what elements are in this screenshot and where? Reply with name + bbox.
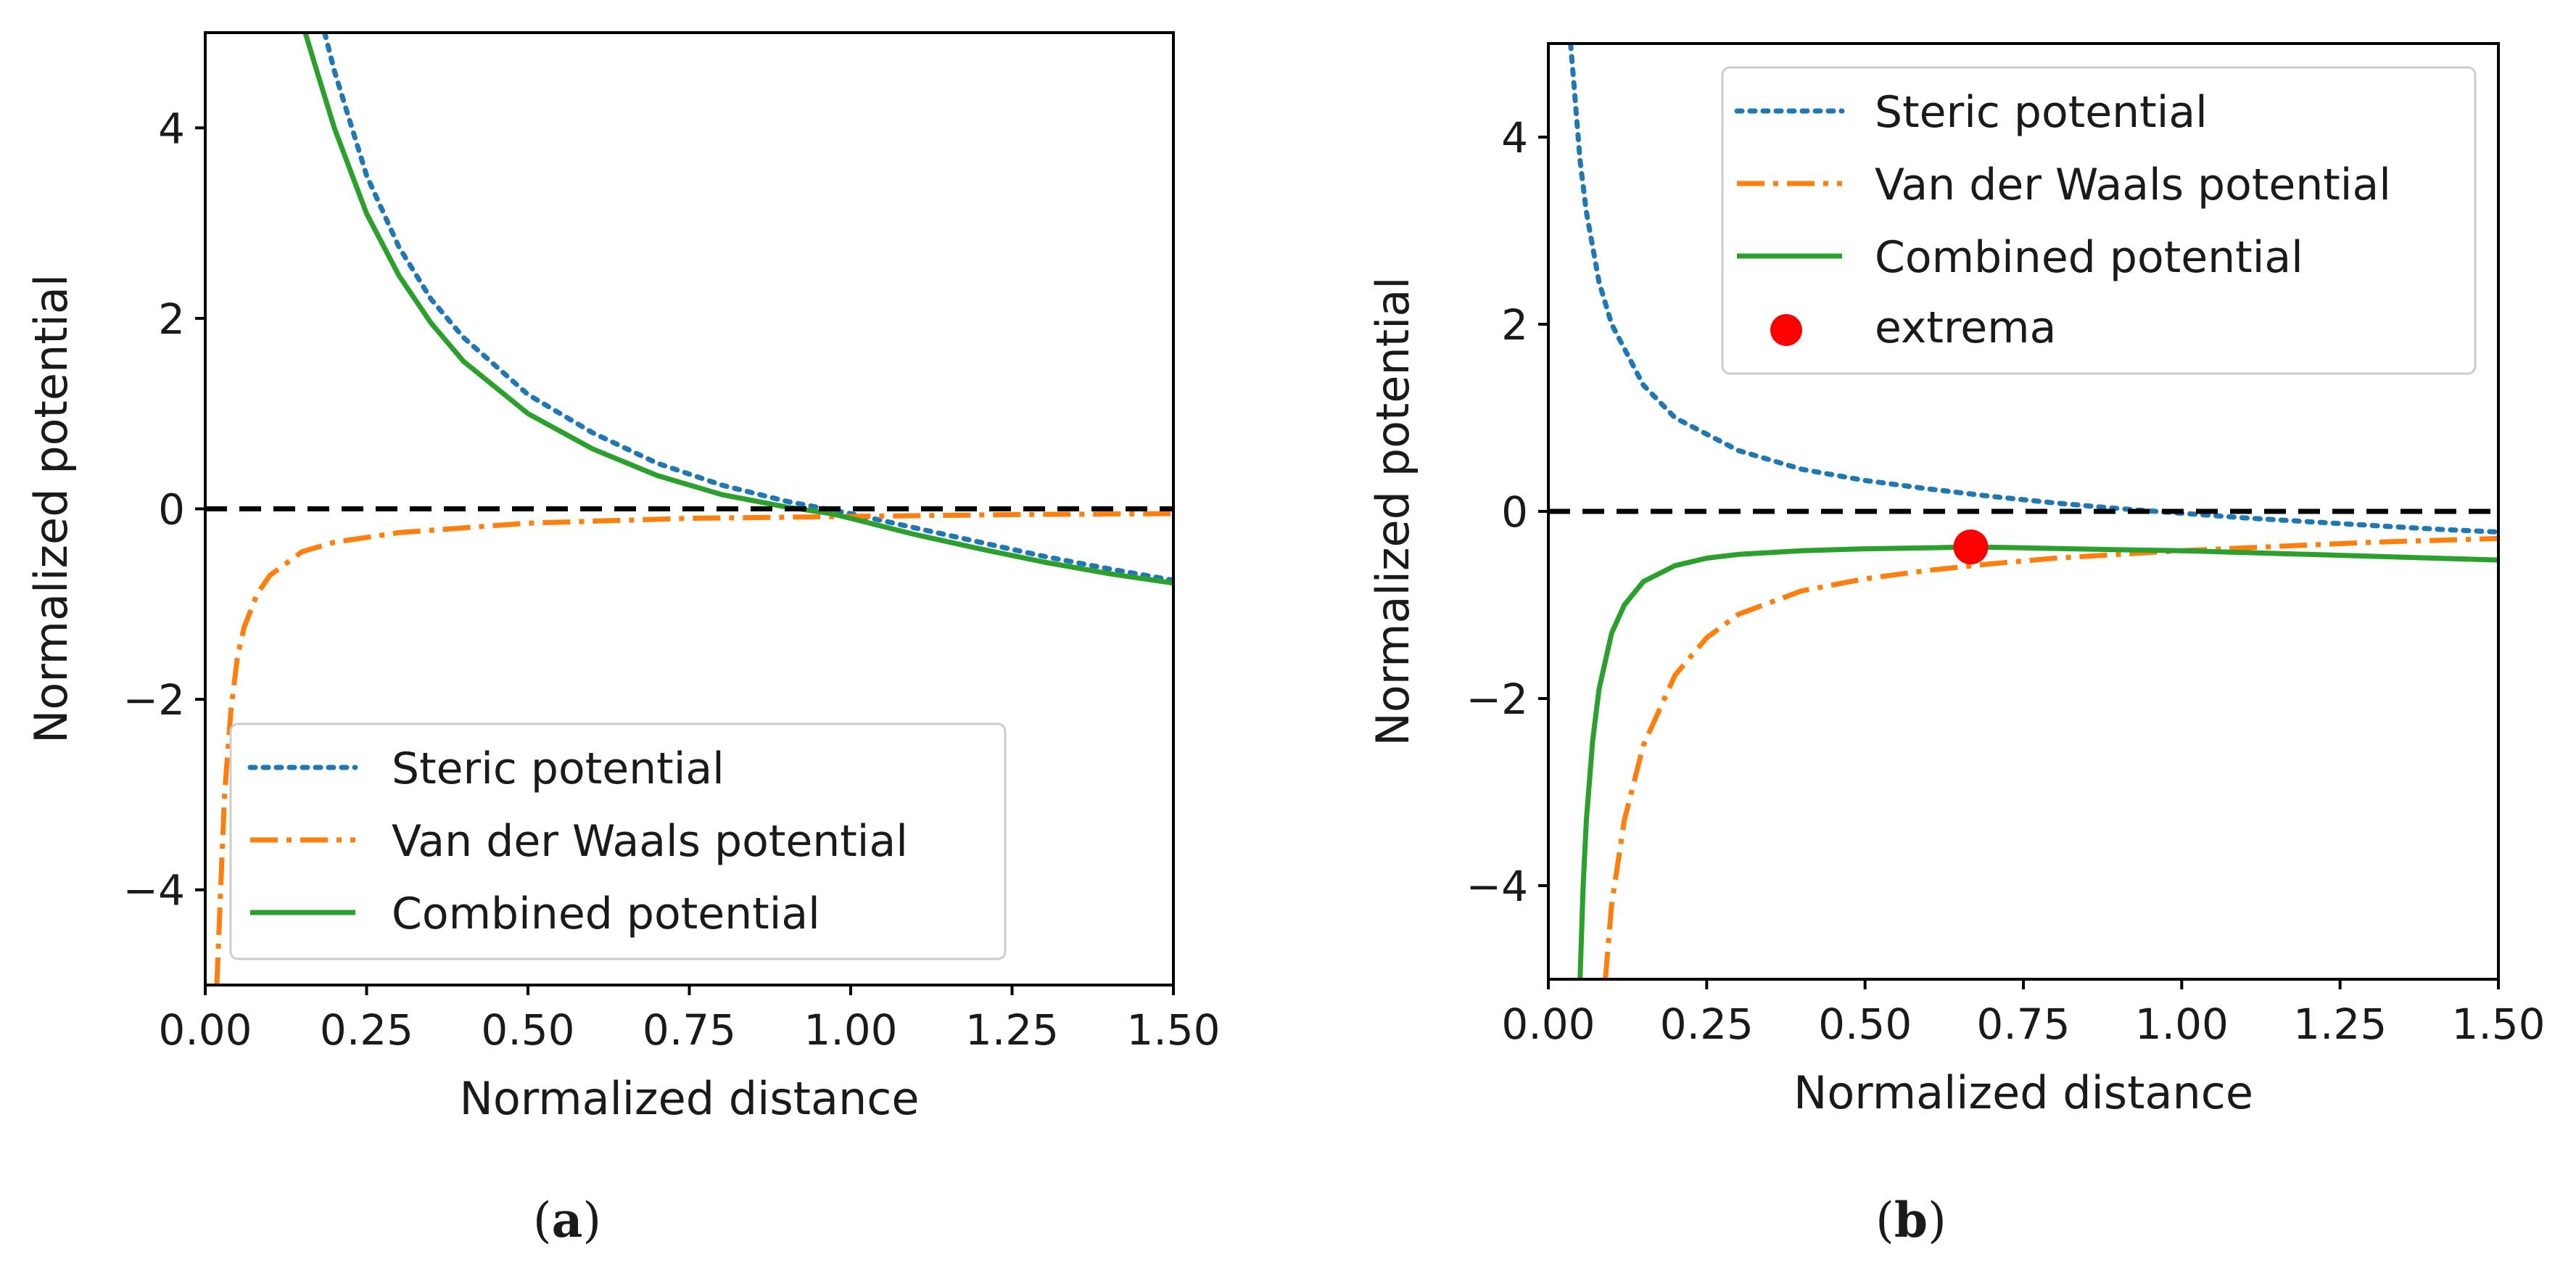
panel-a-x-tick-label: 1.25	[965, 1005, 1059, 1055]
caption-b-open-paren: (	[1875, 1192, 1894, 1248]
panel-b-extrema-point	[1953, 530, 1989, 565]
panel-a-series-van-der-waals-potential	[214, 511, 1173, 985]
panel-b-series-combined-potential	[1577, 544, 2498, 979]
panel-a-series-steric-potential	[322, 33, 1173, 583]
panel-a-x-tick-label: 1.50	[1126, 1005, 1220, 1055]
panel-b-legend-box	[1721, 66, 2477, 375]
panel-b-y-tick-label: 4	[1501, 113, 1528, 162]
panel-a-y-tick-label: −4	[123, 866, 186, 915]
panel-a-legend: Steric potential Van der Waals potential…	[229, 722, 1007, 960]
panel-b-legend-label-vdw: Van der Waals potential	[1875, 160, 2391, 210]
panel-b-marker-layer	[1953, 530, 1989, 565]
panel-a-legend-label-steric: Steric potential	[392, 743, 724, 794]
caption-a: (a)	[533, 1192, 601, 1248]
caption-b: (b)	[1875, 1192, 1947, 1248]
panel-a: 0.00 0.25 0.50 0.75 1.00 1.25 1.50 4 2 0 −2 −4 Norm…	[25, 31, 1221, 1125]
panel-b-x-axis-label: Normalized distance	[1793, 1066, 2253, 1119]
panel-a-x-tick-label: 0.25	[320, 1005, 413, 1055]
caption-b-letter: b	[1894, 1192, 1928, 1248]
panel-a-series-layer	[214, 33, 1173, 985]
panel-a-y-tick-label: −2	[123, 675, 186, 725]
caption-a-open-paren: (	[533, 1192, 552, 1248]
panel-b-series-van-der-waals-potential	[1603, 535, 2498, 979]
panel-a-ticks: 0.00 0.25 0.50 0.75 1.00 1.25 1.50 4 2 0 −2 −4	[123, 104, 1221, 1055]
panel-b-y-tick-label: 2	[1501, 300, 1528, 350]
panel-b-x-tick-label: 0.75	[1976, 1000, 2070, 1049]
panel-b-y-tick-label: −2	[1466, 675, 1529, 724]
panel-a-y-tick-label: 0	[158, 485, 185, 535]
panel-a-x-tick-label: 0.75	[643, 1005, 736, 1055]
panel-a-x-axis-label: Normalized distance	[459, 1072, 919, 1125]
panel-a-x-tick-label: 0.50	[481, 1005, 574, 1055]
panel-b-x-tick-label: 1.00	[2135, 1000, 2229, 1049]
panel-b-x-tick-label: 0.50	[1818, 1000, 1912, 1049]
panel-a-y-axis-label: Normalized potential	[25, 274, 78, 743]
panel-b-series-layer	[1568, 44, 2498, 979]
panel-b-plot-frame	[1547, 42, 2500, 981]
panel-b-x-tick-label: 0.25	[1660, 1000, 1754, 1049]
panel-a-series-combined-potential	[302, 33, 1173, 586]
panel-a-y-tick-label: 2	[158, 294, 185, 344]
panel-b-x-tick-label: 1.50	[2451, 1000, 2545, 1049]
panel-b-legend-swatch-extrema	[1770, 314, 1802, 346]
panel-a-x-tick-label: 0.00	[158, 1005, 252, 1055]
caption-a-letter: a	[552, 1192, 583, 1248]
panel-a-legend-box	[229, 722, 1007, 960]
panel-b-legend: Steric potential Van der Waals potential…	[1721, 66, 2477, 375]
panel-a-plot-frame	[204, 31, 1175, 986]
panel-b: 0.00 0.25 0.50 0.75 1.00 1.25 1.50 4 2 0 −2 −4 Norm…	[1366, 42, 2546, 1119]
panel-a-legend-label-combined: Combined potential	[392, 889, 820, 939]
panel-b-ticks: 0.00 0.25 0.50 0.75 1.00 1.25 1.50 4 2 0 −2 −4	[1466, 113, 2546, 1049]
panel-b-y-axis-label: Normalized potential	[1366, 276, 1419, 746]
panel-b-legend-label-extrema: extrema	[1875, 302, 2056, 353]
panel-b-y-tick-label: 0	[1501, 487, 1528, 537]
panel-b-x-tick-label: 0.00	[1501, 1000, 1595, 1049]
panel-a-legend-label-vdw: Van der Waals potential	[392, 816, 908, 867]
panel-b-legend-label-combined: Combined potential	[1875, 232, 2303, 283]
panel-b-x-tick-label: 1.25	[2293, 1000, 2387, 1049]
panel-a-y-tick-label: 4	[158, 104, 185, 153]
panel-b-y-tick-label: −4	[1466, 862, 1529, 911]
caption-b-close-paren: )	[1928, 1192, 1947, 1248]
panel-b-series-steric-potential	[1568, 44, 2498, 535]
caption-a-close-paren: )	[582, 1192, 601, 1248]
panel-a-x-tick-label: 1.00	[804, 1005, 897, 1055]
panel-b-legend-label-steric: Steric potential	[1875, 87, 2208, 138]
